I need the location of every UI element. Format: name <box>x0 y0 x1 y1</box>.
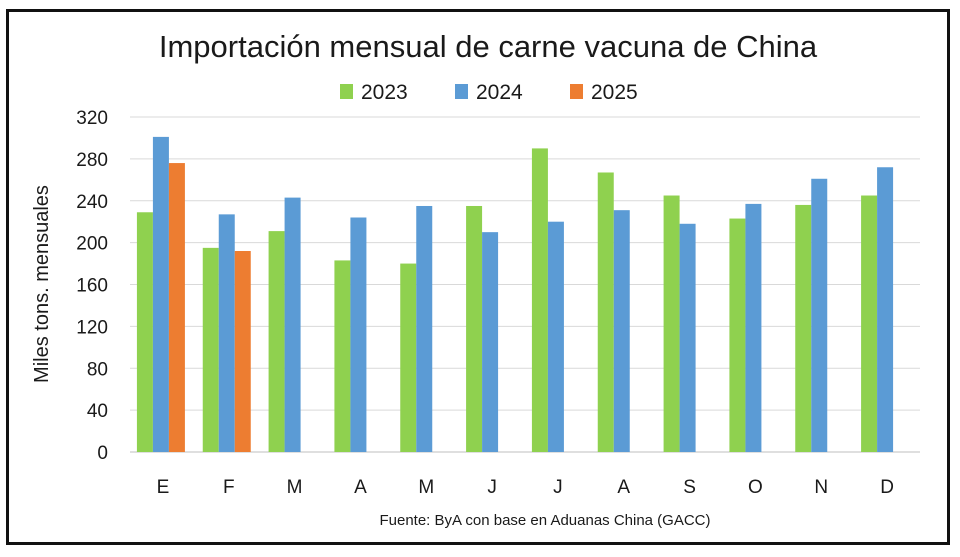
legend-label-2025: 2025 <box>591 81 638 104</box>
bar-2024-4 <box>350 217 367 452</box>
y-axis-ticks: 0 40 80 120 160 200 240 280 320 <box>76 108 108 464</box>
bar-2024-3 <box>284 197 301 452</box>
x-tick-label: M <box>287 477 303 498</box>
x-tick-label: F <box>223 477 235 498</box>
x-tick-label: J <box>553 477 563 498</box>
bars <box>136 136 894 452</box>
y-tick-label: 80 <box>87 359 108 380</box>
bar-2023-9 <box>663 195 680 452</box>
bar-2025-2 <box>234 251 251 452</box>
bar-2024-8 <box>613 210 630 452</box>
x-tick-label: O <box>748 477 763 498</box>
legend-swatch-2025 <box>570 84 583 99</box>
bar-2024-2 <box>218 214 235 452</box>
bar-2023-6 <box>466 205 483 452</box>
y-tick-label: 120 <box>76 317 108 338</box>
y-tick-label: 160 <box>76 276 108 297</box>
bar-2023-4 <box>334 260 351 452</box>
bar-2023-1 <box>136 212 153 452</box>
x-tick-label: D <box>880 477 894 498</box>
legend-swatch-2024 <box>455 84 468 99</box>
bar-2023-2 <box>202 247 219 452</box>
y-tick-label: 200 <box>76 234 108 255</box>
bar-2023-10 <box>729 218 746 452</box>
x-tick-label: S <box>683 477 696 498</box>
bar-2024-10 <box>745 203 762 452</box>
y-tick-label: 240 <box>76 192 108 213</box>
x-tick-label: J <box>487 477 497 498</box>
y-axis-label: Miles tons. mensuales <box>31 185 53 383</box>
bar-2023-8 <box>597 172 614 452</box>
bar-2024-1 <box>152 136 169 452</box>
legend-label-2024: 2024 <box>476 81 523 104</box>
bar-2023-12 <box>861 195 878 452</box>
y-tick-label: 40 <box>87 401 108 422</box>
y-tick-label: 280 <box>76 150 108 171</box>
gridlines <box>130 116 920 453</box>
legend: 2023 2024 2025 <box>340 81 638 104</box>
x-tick-label: N <box>814 477 828 498</box>
chart-title: Importación mensual de carne vacuna de C… <box>159 29 818 64</box>
bar-2024-5 <box>416 205 433 452</box>
y-tick-label: 320 <box>76 108 108 129</box>
legend-label-2023: 2023 <box>361 81 408 104</box>
x-tick-label: E <box>157 477 170 498</box>
bar-2024-11 <box>811 178 828 452</box>
bar-2024-7 <box>547 221 564 452</box>
bar-2023-3 <box>268 231 285 452</box>
y-tick-label: 0 <box>97 443 108 464</box>
bar-2023-7 <box>531 148 548 452</box>
bar-2025-1 <box>168 163 185 452</box>
bar-2024-6 <box>482 232 499 452</box>
legend-swatch-2023 <box>340 84 353 99</box>
bar-2024-12 <box>877 167 894 452</box>
bar-2024-9 <box>679 223 696 452</box>
x-tick-label: A <box>617 477 630 498</box>
bar-2023-11 <box>795 204 812 452</box>
x-tick-label: A <box>354 477 367 498</box>
source-note: Fuente: ByA con base en Aduanas China (G… <box>379 512 710 529</box>
bar-2023-5 <box>400 263 417 452</box>
x-tick-label: M <box>418 477 434 498</box>
